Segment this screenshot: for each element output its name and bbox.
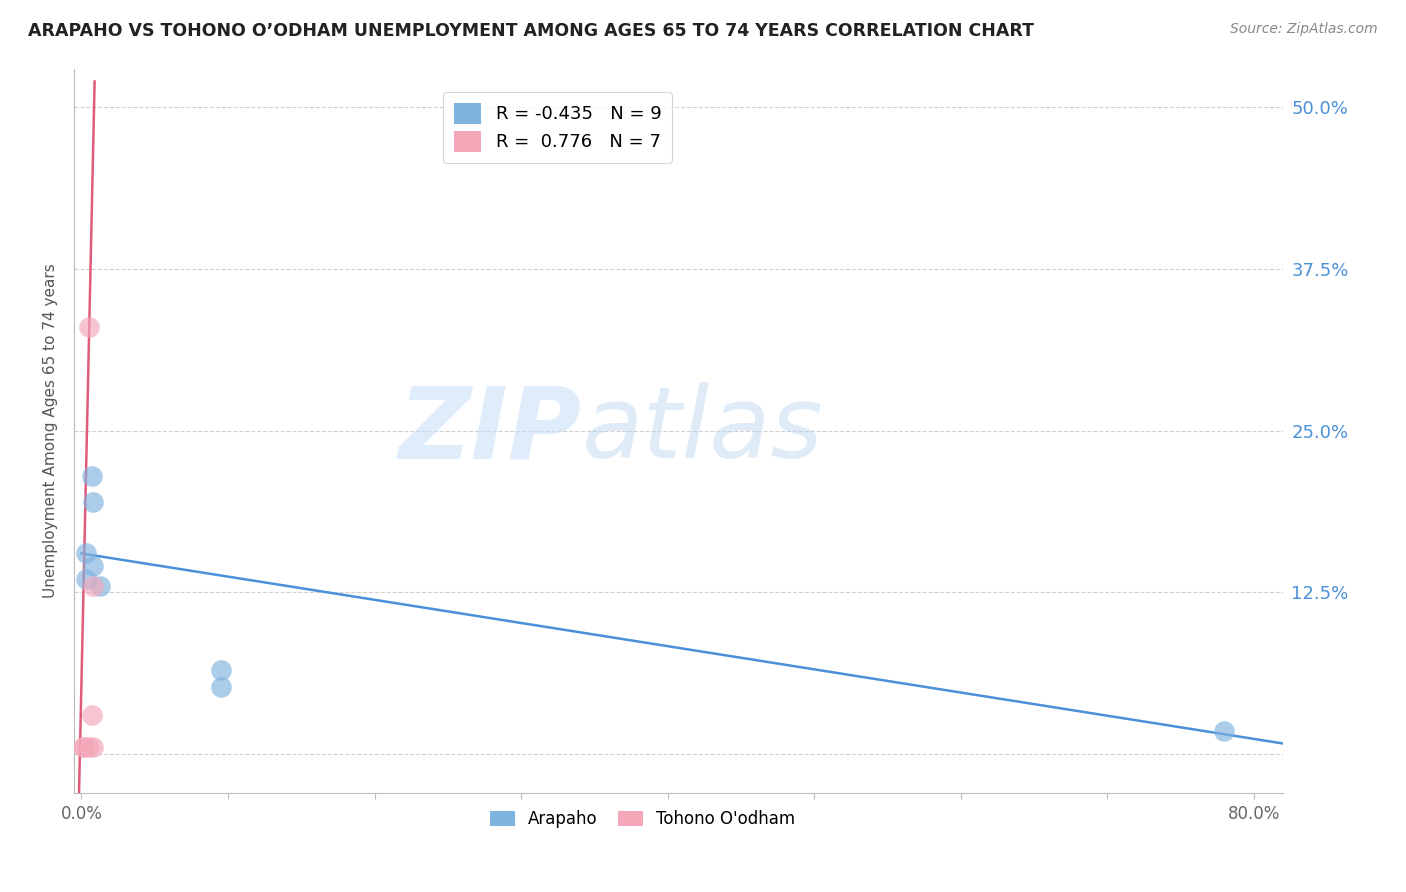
Point	[80, 468, 103, 483]
Text: ARAPAHO VS TOHONO O’ODHAM UNEMPLOYMENT AMONG AGES 65 TO 74 YEARS CORRELATION CHA: ARAPAHO VS TOHONO O’ODHAM UNEMPLOYMENT A…	[28, 22, 1035, 40]
Point	[80, 708, 103, 723]
Point	[75, 546, 97, 560]
Text: Source: ZipAtlas.com: Source: ZipAtlas.com	[1230, 22, 1378, 37]
Point	[82, 494, 104, 508]
Point	[73, 740, 96, 755]
Point	[82, 579, 104, 593]
Point	[72, 740, 94, 755]
Point	[1213, 723, 1236, 738]
Point	[77, 740, 100, 755]
Text: ZIP: ZIP	[399, 382, 582, 479]
Legend: Arapaho, Tohono O'odham: Arapaho, Tohono O'odham	[482, 804, 801, 835]
Point	[82, 740, 104, 755]
Text: atlas: atlas	[582, 382, 824, 479]
Y-axis label: Unemployment Among Ages 65 to 74 years: Unemployment Among Ages 65 to 74 years	[44, 263, 58, 598]
Point	[209, 680, 232, 694]
Point	[75, 572, 97, 586]
Point	[77, 320, 100, 334]
Point	[89, 579, 111, 593]
Point	[82, 559, 104, 574]
Point	[209, 663, 232, 677]
